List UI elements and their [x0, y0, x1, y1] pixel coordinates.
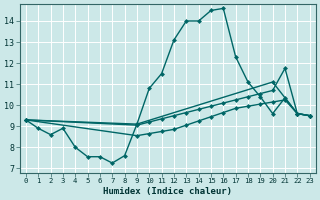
- X-axis label: Humidex (Indice chaleur): Humidex (Indice chaleur): [103, 187, 232, 196]
